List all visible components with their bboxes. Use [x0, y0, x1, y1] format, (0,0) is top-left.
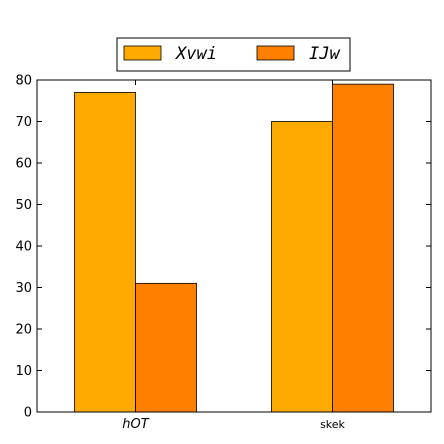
- bar-Xvwi-hOT: [74, 92, 136, 413]
- legend-label-Xvwi: Xvwi: [174, 44, 217, 64]
- y-tick-label: 40: [15, 240, 32, 255]
- legend: Xvwi IJw: [116, 37, 351, 72]
- y-tick-label: 60: [15, 157, 32, 172]
- y-tick-label: 10: [15, 364, 32, 379]
- y-tick-label: 80: [15, 74, 32, 89]
- bar-IJw-hOT: [135, 282, 197, 413]
- x-axis: hOT skek: [122, 80, 346, 432]
- y-tick-label: 50: [15, 198, 32, 213]
- y-tick-label: 30: [15, 281, 32, 296]
- legend-swatch-Xvwi: [123, 45, 162, 61]
- y-axis: 0 10 20 30 40 50 60 70 80: [15, 74, 431, 421]
- legend-swatch-IJw: [256, 45, 295, 61]
- legend-label-IJw: IJw: [309, 44, 340, 64]
- x-category-label: hOT: [122, 417, 149, 432]
- y-tick-label: 70: [15, 115, 32, 130]
- y-tick-label: 20: [15, 323, 32, 338]
- bar-Xvwi-skek: [271, 121, 333, 413]
- bars: [74, 83, 394, 413]
- y-tick-label: 0: [24, 406, 32, 421]
- bar-IJw-skek: [332, 83, 394, 413]
- x-category-label: skek: [320, 418, 345, 431]
